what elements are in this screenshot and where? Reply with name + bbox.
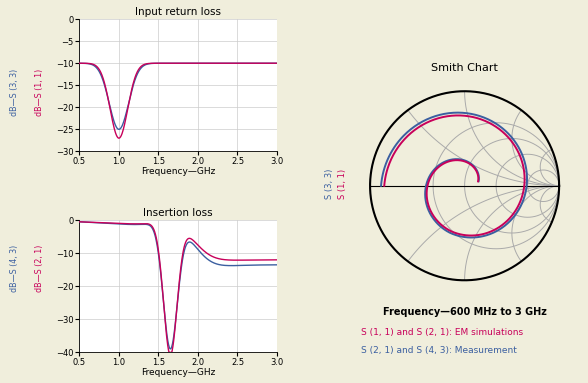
Text: dB—S (1, 1): dB—S (1, 1) [35, 68, 45, 116]
Text: S (3, 3): S (3, 3) [325, 169, 334, 199]
Text: Frequency—600 MHz to 3 GHz: Frequency—600 MHz to 3 GHz [383, 307, 546, 317]
Text: S (1, 1): S (1, 1) [339, 169, 348, 199]
Text: dB—S (3, 3): dB—S (3, 3) [10, 68, 19, 116]
X-axis label: Frequency—GHz: Frequency—GHz [141, 167, 215, 176]
Title: Input return loss: Input return loss [135, 7, 221, 17]
Text: dB—S (4, 3): dB—S (4, 3) [10, 244, 19, 292]
Title: Insertion loss: Insertion loss [143, 208, 213, 218]
Text: dB—S (2, 1): dB—S (2, 1) [35, 244, 45, 292]
Title: Smith Chart: Smith Chart [431, 64, 498, 74]
Text: S (2, 1) and S (4, 3): Measurement: S (2, 1) and S (4, 3): Measurement [360, 347, 516, 355]
X-axis label: Frequency—GHz: Frequency—GHz [141, 368, 215, 377]
Text: S (1, 1) and S (2, 1): EM simulations: S (1, 1) and S (2, 1): EM simulations [360, 327, 523, 337]
